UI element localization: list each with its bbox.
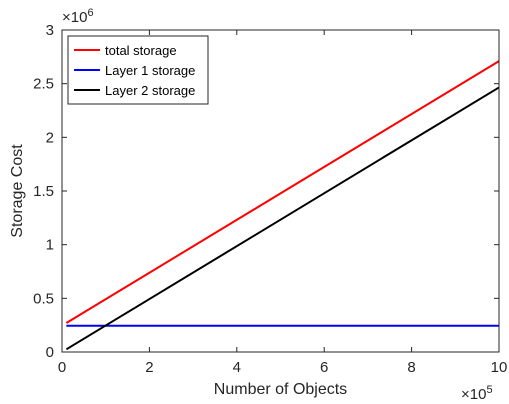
y-axis-multiplier-power: 6 <box>87 7 93 19</box>
legend-label: Layer 1 storage <box>105 63 195 78</box>
y-tick-label: 3 <box>46 22 54 39</box>
y-tick-label: 2 <box>46 129 54 146</box>
legend-label: total storage <box>105 43 177 58</box>
x-axis-multiplier: ×105 <box>461 384 493 403</box>
x-axis-multiplier-base: ×10 <box>461 386 486 403</box>
x-tick-label: 8 <box>407 359 415 376</box>
x-axis-multiplier-power: 5 <box>486 384 492 396</box>
y-tick-label: 0.5 <box>33 290 54 307</box>
x-tick-label: 4 <box>233 359 241 376</box>
y-tick-label: 2.5 <box>33 76 54 93</box>
x-tick-label: 2 <box>145 359 153 376</box>
y-axis-label: Storage Cost <box>9 144 26 238</box>
legend-label: Layer 2 storage <box>105 83 195 98</box>
x-tick-label: 10 <box>491 359 508 376</box>
series-layer <box>65 60 500 351</box>
y-tick-label: 0 <box>46 344 54 361</box>
x-axis-label: Number of Objects <box>214 381 347 398</box>
x-tick-label: 0 <box>58 359 66 376</box>
y-tick-label: 1 <box>46 237 54 254</box>
y-axis-multiplier-base: ×10 <box>62 9 87 26</box>
series-line-1 <box>65 60 500 324</box>
y-tick-label: 1.5 <box>33 183 54 200</box>
x-tick-label: 6 <box>320 359 328 376</box>
tick-layer: 0 2 4 6 8 10 0 0.5 1 1.5 2 2.5 3 <box>33 22 507 376</box>
series-line-3 <box>65 86 500 351</box>
y-axis-multiplier: ×106 <box>62 7 94 26</box>
legend: total storage Layer 1 storage Layer 2 stor… <box>67 35 209 105</box>
